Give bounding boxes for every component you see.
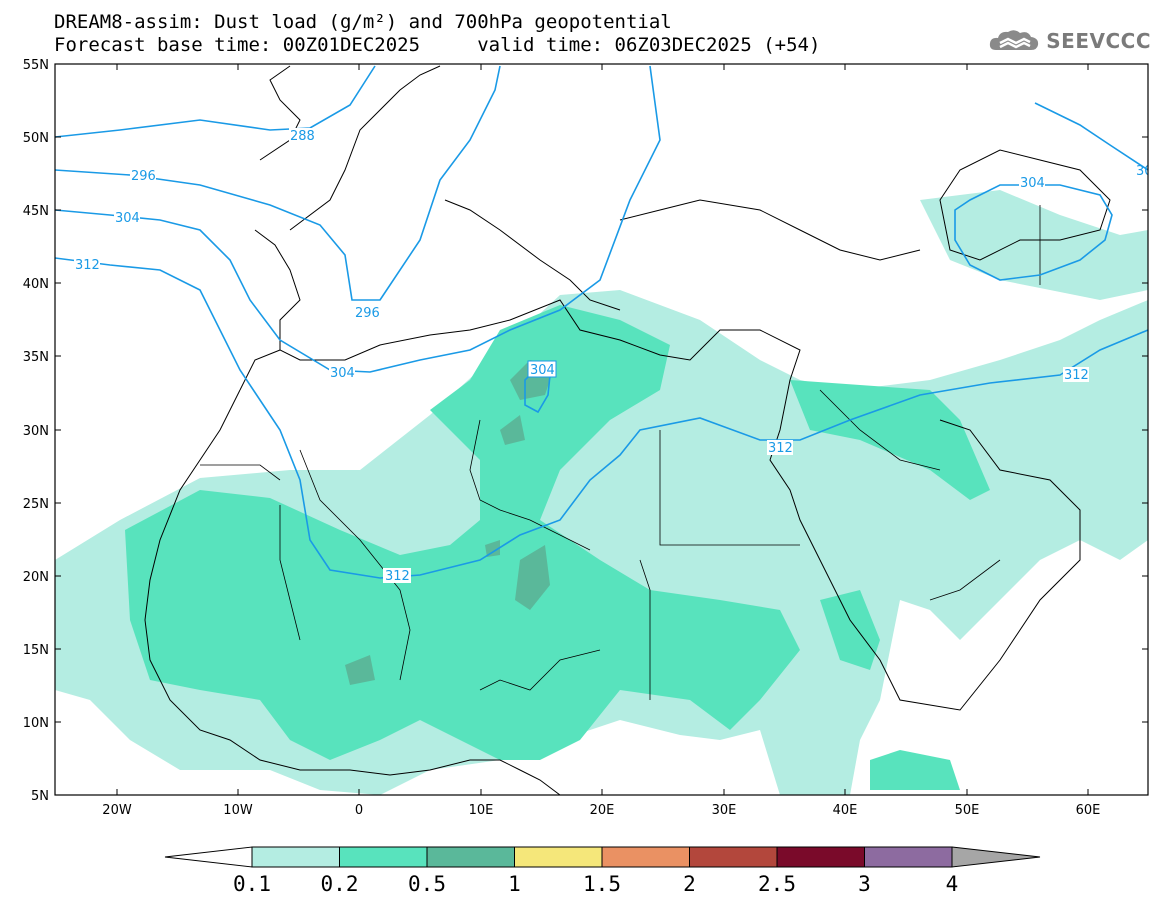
- latitude-labels: 55N 50N 45N 40N 35N 30N 25N 20N 15N 10N …: [23, 58, 49, 804]
- colorbar-label: 2: [683, 872, 696, 896]
- lat-label: 15N: [23, 643, 49, 658]
- dust-layer-high: [345, 360, 555, 685]
- colorbar-label: 2.5: [758, 872, 796, 896]
- contour-label-304-d: 304: [1020, 176, 1045, 191]
- contour-label-304-b: 304: [330, 366, 355, 381]
- contour-labels: 288 296 304 312 296 304 304 312 312 312 …: [74, 128, 1153, 584]
- lat-label: 50N: [23, 131, 49, 146]
- colorbar-left-arrow: [164, 846, 253, 868]
- lat-label: 20N: [23, 570, 49, 585]
- contour-label-312-d: 312: [1064, 368, 1089, 383]
- lon-label: 30E: [712, 803, 737, 818]
- colorbar-label: 3: [858, 872, 871, 896]
- colorbar-label: 1: [508, 872, 521, 896]
- contour-label-312: 312: [75, 258, 100, 273]
- seevccc-logo: SEEVCCC: [988, 28, 1151, 54]
- colorbar-label: 4: [946, 872, 959, 896]
- lon-label: 0: [355, 803, 363, 818]
- contour-label-30x: 30: [1136, 164, 1153, 179]
- colorbar-swatch: [864, 846, 953, 868]
- colorbar-swatch: [776, 846, 865, 868]
- map-title: DREAM8-assim: Dust load (g/m²) and 700hP…: [54, 11, 672, 33]
- contour-label-304: 304: [115, 211, 140, 226]
- axis-ticks: [55, 64, 1148, 795]
- lon-label: 20W: [102, 803, 132, 818]
- contour-label-296-b: 296: [355, 306, 380, 321]
- colorbar-swatch: [426, 846, 515, 868]
- lat-label: 5N: [31, 789, 49, 804]
- forecast-time-line: Forecast base time: 00Z01DEC2025 valid t…: [54, 34, 821, 56]
- lon-label: 20E: [590, 803, 615, 818]
- lon-label: 40E: [833, 803, 858, 818]
- colorbar: 0.1 0.2 0.5 1 1.5 2 2.5 3 4: [164, 846, 1041, 896]
- contour-label-312-b: 312: [385, 569, 410, 584]
- colorbar-label: 0.5: [408, 872, 446, 896]
- contour-label-288: 288: [290, 129, 315, 144]
- lat-label: 40N: [23, 277, 49, 292]
- lat-label: 10N: [23, 716, 49, 731]
- colorbar-swatch: [601, 846, 690, 868]
- lat-label: 55N: [23, 58, 49, 73]
- logo-text: SEEVCCC: [1046, 29, 1151, 53]
- cloud-icon: [990, 30, 1039, 50]
- colorbar-label: 0.1: [233, 872, 271, 896]
- colorbar-swatch: [514, 846, 603, 868]
- lat-label: 45N: [23, 204, 49, 219]
- colorbar-swatch: [689, 846, 778, 868]
- lon-label: 60E: [1076, 803, 1101, 818]
- coastlines: [144, 65, 1111, 795]
- colorbar-right-arrow: [951, 846, 1041, 868]
- colorbar-label: 1.5: [583, 872, 621, 896]
- lon-label: 10W: [223, 803, 253, 818]
- contour-label-296: 296: [131, 169, 156, 184]
- contour-label-312-c: 312: [768, 441, 793, 456]
- colorbar-swatch: [251, 846, 340, 868]
- colorbar-label: 0.2: [321, 872, 359, 896]
- lat-label: 25N: [23, 497, 49, 512]
- lon-label: 50E: [955, 803, 980, 818]
- lat-label: 35N: [23, 350, 49, 365]
- longitude-labels: 20W 10W 0 10E 20E 30E 40E 50E 60E: [102, 803, 1100, 818]
- lon-label: 10E: [469, 803, 494, 818]
- lat-label: 30N: [23, 424, 49, 439]
- colorbar-swatch: [339, 846, 428, 868]
- political-borders: [200, 205, 1041, 700]
- contour-label-304-c: 304: [530, 363, 555, 378]
